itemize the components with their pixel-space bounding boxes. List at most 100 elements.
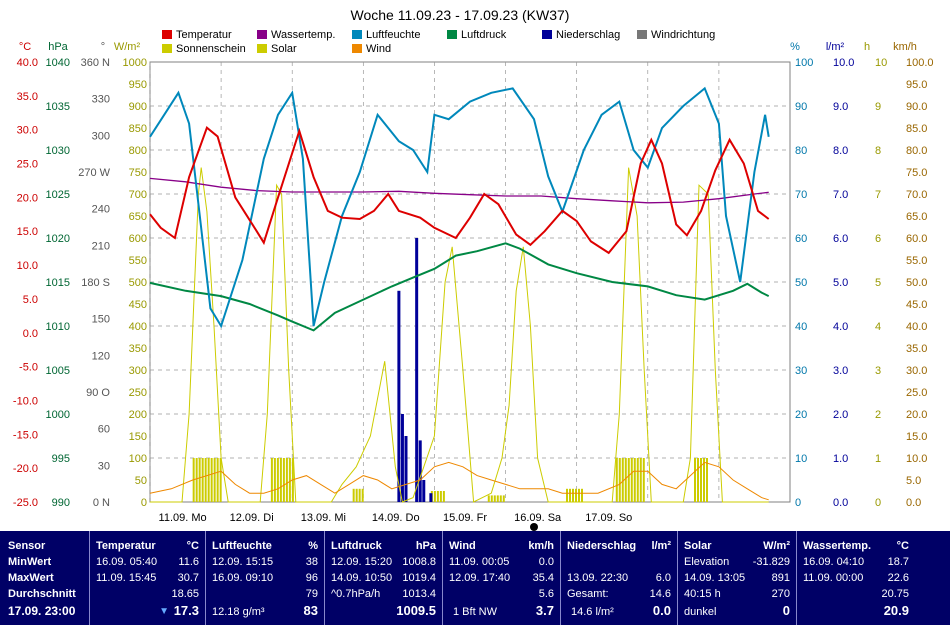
sunshine-bar — [706, 458, 708, 502]
header-hum: Luftfeuchte — [212, 540, 272, 552]
water-max-time: 11.09. 00:00 — [803, 572, 864, 584]
rain-bar — [400, 414, 404, 502]
sunshine-bar — [285, 458, 288, 502]
sunshine-bar — [270, 458, 273, 502]
wind-max-time: 12.09. 17:40 — [449, 572, 511, 584]
temp-min-time: 16.09. 05:40 — [96, 556, 158, 568]
axis-tick-wm2: 850 — [129, 123, 147, 135]
axis-tick-lm2: 4.0 — [833, 321, 848, 333]
rain-bar — [404, 436, 408, 502]
axis-tick-hpa: 1025 — [46, 189, 70, 201]
sunshine-bar — [502, 495, 505, 502]
rain-now-label: 14.6 l/m² — [571, 606, 614, 618]
sunshine-bar — [581, 488, 583, 502]
axis-tick-pct: 0 — [795, 497, 801, 509]
legend-label: Luftdruck — [461, 29, 507, 41]
axis-tick-pct: 60 — [795, 233, 807, 245]
solar-elev-label: Elevation — [684, 556, 730, 568]
axis-tick-hpa: 1000 — [46, 409, 70, 421]
legend-label: Sonnenschein — [176, 43, 246, 55]
axis-tick-temp: 5.0 — [23, 294, 38, 306]
sunshine-bar — [694, 458, 696, 502]
temperature-line — [149, 126, 770, 255]
axis-tick-pct: 40 — [795, 321, 807, 333]
sunshine-bar — [700, 458, 702, 502]
x-tick-label: 14.09. Do — [372, 512, 420, 524]
axis-tick-pct: 50 — [795, 277, 807, 289]
axis-tick-dir: 60 — [98, 424, 110, 436]
header-temp-unit: °C — [186, 540, 199, 552]
sunshine-bar — [575, 488, 577, 502]
temp-max: 30.7 — [177, 572, 199, 584]
header-wind-unit: km/h — [528, 540, 554, 552]
axis-tick-temp: -15.0 — [13, 429, 38, 441]
axis-tick-h: 3 — [875, 365, 881, 377]
sunshine-bar — [442, 491, 445, 502]
sunshine-bar — [569, 488, 571, 502]
axis-tick-wm2: 150 — [129, 431, 147, 443]
axis-tick-kmh: 95.0 — [906, 79, 927, 91]
wind-now: 3.7 — [535, 603, 554, 618]
axis-tick-wm2: 550 — [129, 255, 147, 267]
wind-max: 35.4 — [532, 572, 554, 584]
header-temp: Temperatur — [96, 540, 156, 552]
legend-label: Luftfeuchte — [366, 29, 420, 41]
axis-tick-kmh: 0.0 — [906, 497, 921, 509]
press-now: 1009.5 — [396, 603, 436, 618]
axis-tick-kmh: 65.0 — [906, 211, 927, 223]
axis-tick-kmh: 35.0 — [906, 343, 927, 355]
rain-bar — [397, 290, 401, 502]
axis-tick-wm2: 250 — [129, 387, 147, 399]
axis-tick-lm2: 8.0 — [833, 145, 848, 157]
temp-min: 11.6 — [178, 556, 199, 568]
sunshine-bar — [639, 458, 642, 502]
axis-tick-wm2: 50 — [135, 475, 147, 487]
rain-max-time: 13.09. 22:30 — [567, 572, 629, 584]
header-hum-unit: % — [308, 540, 318, 552]
sunshine-bar — [618, 458, 621, 502]
axis-tick-temp: 20.0 — [17, 192, 38, 204]
hum-max: 96 — [305, 572, 318, 584]
weather-chart: Woche 11.09.23 - 17.09.23 (KW37) Tempera… — [13, 7, 934, 531]
sunshine-bar — [499, 495, 502, 502]
chart-title: Woche 11.09.23 - 17.09.23 (KW37) — [351, 7, 570, 23]
hum-max-time: 16.09. 09:10 — [212, 572, 274, 584]
axis-tick-dir: 360 N — [81, 57, 110, 69]
axis-tick-kmh: 70.0 — [906, 189, 927, 201]
axis-tick-h: 1 — [875, 453, 881, 465]
axis-tick-pct: 30 — [795, 365, 807, 377]
hum-now: 83 — [303, 603, 318, 618]
axis-tick-kmh: 85.0 — [906, 123, 927, 135]
axis-tick-hpa: 1010 — [46, 321, 70, 333]
legend-swatch — [162, 30, 172, 39]
sunshine-bar — [207, 458, 210, 502]
axis-tick-hpa: 1015 — [46, 277, 70, 289]
sunshine-bar — [436, 491, 439, 502]
axis-tick-kmh: 15.0 — [906, 431, 927, 443]
hum-min: 38 — [305, 556, 318, 568]
solar-state: dunkel — [684, 606, 717, 618]
axis-tick-wm2: 500 — [129, 277, 147, 289]
x-tick-label: 13.09. Mi — [301, 512, 346, 524]
axis-tick-lm2: 5.0 — [833, 277, 848, 289]
row-label-now: 17.09. 23:00 — [8, 604, 76, 618]
legend-swatch — [257, 30, 267, 39]
axis-tick-lm2: 7.0 — [833, 189, 848, 201]
sunshine-bar — [282, 458, 285, 502]
axis-tick-wm2: 0 — [141, 497, 147, 509]
rain-total-label: Gesamt: — [567, 588, 609, 600]
rain-bar — [415, 238, 419, 502]
header-press: Luftdruck — [331, 540, 382, 552]
axis-tick-wm2: 450 — [129, 299, 147, 311]
legend-swatch — [352, 44, 362, 53]
axis-tick-pct: 90 — [795, 101, 807, 113]
axis-tick-kmh: 60.0 — [906, 233, 927, 245]
row-label-max: MaxWert — [8, 572, 54, 584]
sunshine-bar — [615, 458, 618, 502]
trend-down-icon: ▼ — [159, 606, 169, 617]
axis-tick-h: 2 — [875, 409, 881, 421]
sunshine-bar — [487, 495, 490, 502]
legend-label: Solar — [271, 43, 297, 55]
solar-elev: -31.829 — [752, 556, 790, 568]
axis-tick-h: 0 — [875, 497, 881, 509]
